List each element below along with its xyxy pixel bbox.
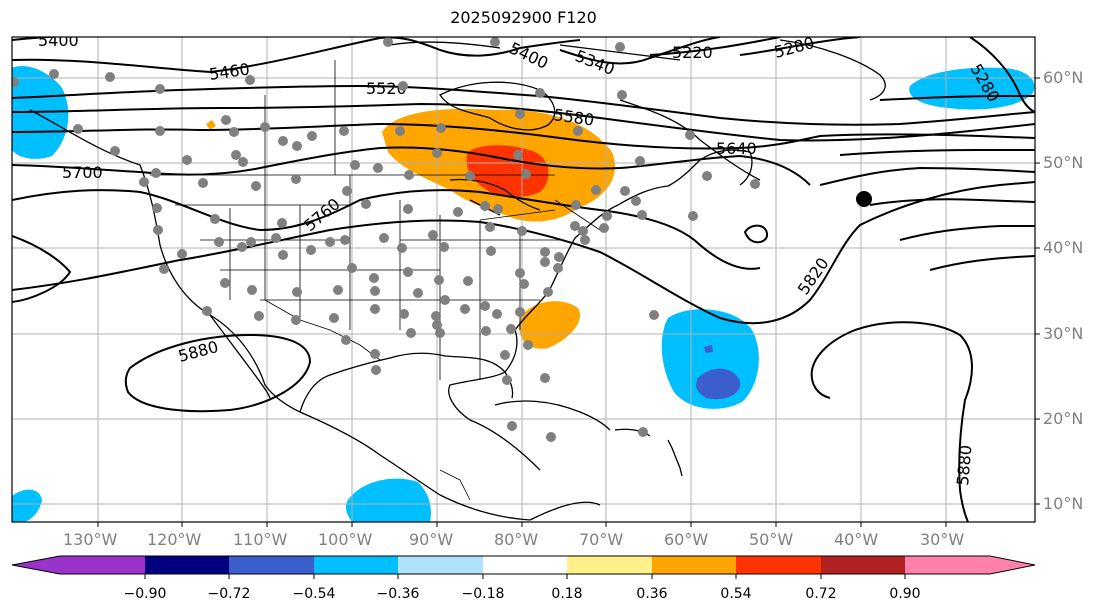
colorbar-tick-label: 0.90 (889, 586, 921, 602)
contour-label: 5880 (176, 337, 220, 366)
contour-5400b (519, 39, 581, 49)
colorbar-segment (145, 556, 229, 574)
lat-label: 40°N (1043, 238, 1084, 257)
lat-label: 30°N (1043, 324, 1084, 343)
colorbar-segment (736, 556, 821, 574)
lon-label: 110°W (233, 530, 288, 549)
lon-label: 130°W (63, 530, 118, 549)
colorbar-tick-label: −0.54 (292, 586, 336, 602)
positive-anomaly-small (206, 120, 216, 130)
colorbar-tick-label: 0.72 (805, 586, 837, 602)
contour-label: 5220 (672, 43, 713, 62)
contour-label: 5400 (38, 31, 79, 50)
colorbar (11, 555, 1036, 579)
lon-label: 90°W (409, 530, 454, 549)
contour-5640 (12, 122, 1035, 150)
height-contours (12, 37, 1035, 522)
graticule (12, 37, 1035, 522)
baja-california (209, 314, 271, 399)
colorbar-min-extend (12, 556, 60, 574)
colorbar-tick-label: −0.18 (461, 586, 505, 602)
axis-ticks (97, 77, 1040, 527)
contour-5700 (12, 146, 811, 186)
colorbar-tick-label: −0.36 (376, 586, 420, 602)
contour-label: 5700 (62, 163, 103, 182)
gulf-coast (299, 352, 506, 413)
colorbar-tick-label: −0.72 (207, 586, 251, 602)
lat-label: 10°N (1043, 494, 1084, 513)
colorbar-segment (567, 556, 652, 574)
contour-5820 (12, 181, 1035, 325)
colorbar-tick-label: 0.36 (636, 586, 668, 602)
lat-label: 60°N (1043, 68, 1084, 87)
colorbar-tick-label: 0.18 (551, 586, 583, 602)
colorbar-tick-label: −0.90 (123, 586, 167, 602)
colorbar-segment (229, 556, 314, 574)
greenland (779, 39, 886, 101)
strong-negative-anomaly-atlantic (696, 368, 741, 400)
contour-5280 (739, 37, 1035, 113)
contour-label: 5880 (953, 444, 975, 486)
contour-5220 (649, 37, 781, 56)
hispaniola (614, 428, 651, 437)
map-frame (11, 36, 1036, 523)
contour-label: 5460 (208, 59, 251, 83)
colorbar-segment (652, 556, 736, 574)
lon-label: 80°W (494, 530, 539, 549)
lon-label: 100°W (318, 530, 373, 549)
contour-far-east-4 (869, 198, 1035, 206)
caribbean-islands (667, 439, 683, 477)
contour-5580 (12, 102, 1035, 142)
lon-label: 50°W (749, 530, 794, 549)
contour-far-east-5 (899, 225, 1035, 241)
negative-anomaly-sw (12, 489, 42, 522)
contour-5400 (12, 37, 64, 41)
colorbar-tick-label: 0.54 (720, 586, 752, 602)
strong-negative-anomaly-small (704, 345, 713, 353)
contour-5760-lower (12, 235, 72, 303)
contour-label: 5520 (366, 79, 407, 98)
contour-far-east-6 (929, 255, 1035, 271)
negative-anomaly-pacific (345, 478, 431, 522)
positive-anomaly-atlantic-coast (519, 301, 580, 349)
colorbar-segment (821, 556, 905, 574)
colorbar-max-extend (990, 556, 1035, 574)
lat-label: 20°N (1043, 409, 1084, 428)
hudson-bay (439, 81, 556, 131)
lat-label: 50°N (1043, 153, 1084, 172)
florida (504, 371, 514, 399)
contour-far-east-3 (879, 95, 1035, 101)
colorbar-outline (11, 555, 1036, 575)
colorbar-segment (398, 556, 483, 574)
colorbar-segment (905, 556, 990, 574)
contour-5340 (559, 37, 721, 65)
contour-far-east (819, 166, 1035, 186)
contour-5880-sw (124, 333, 312, 413)
strong-positive-anomaly (466, 145, 549, 198)
colorbar-segment (60, 556, 145, 574)
colorbar-segment (314, 556, 398, 574)
low-center-marker (856, 191, 872, 207)
closed-low-center (743, 224, 768, 244)
cuba (494, 400, 611, 431)
contour-label: 5640 (716, 139, 757, 158)
mexico-borders (264, 299, 471, 501)
map-title: 2025092900 F120 (450, 8, 597, 27)
contour-far-east-2 (839, 149, 1035, 156)
lon-label: 70°W (579, 530, 624, 549)
colorbar-segment (483, 556, 567, 574)
station-markers (12, 37, 760, 442)
lon-label: 120°W (147, 530, 202, 549)
lon-label: 30°W (920, 530, 965, 549)
contour-5760 (12, 189, 761, 270)
contour-5460 (12, 37, 521, 74)
contour-5880-atlantic (810, 321, 973, 522)
lon-label: 60°W (664, 530, 709, 549)
lon-label: 40°W (834, 530, 879, 549)
